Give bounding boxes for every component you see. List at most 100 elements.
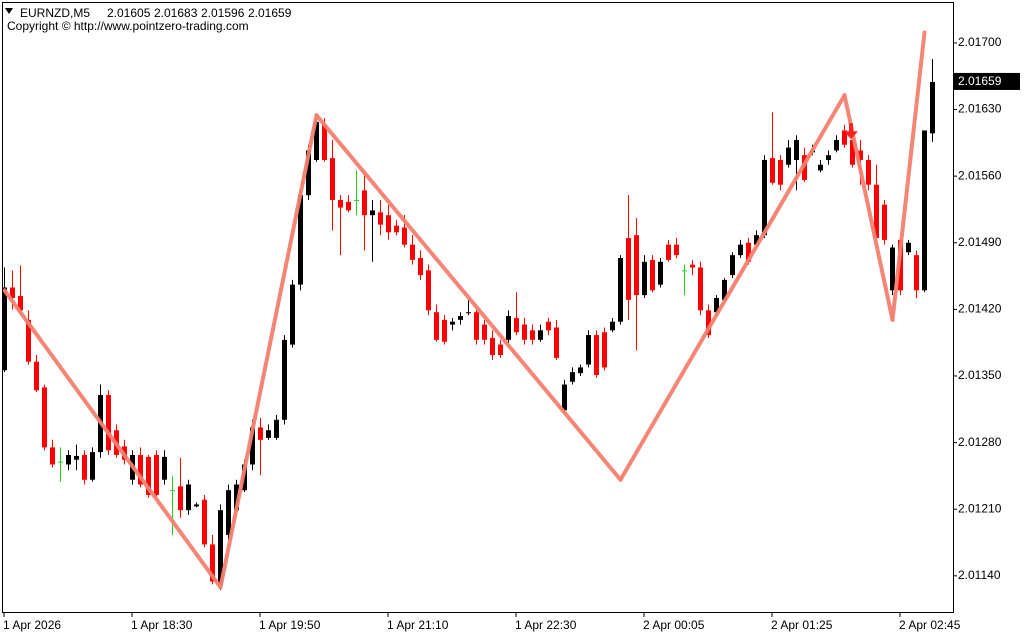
candle-body: [434, 312, 439, 340]
candle-body: [314, 121, 319, 160]
zigzag-leg: [890, 30, 927, 322]
candle-body: [626, 238, 631, 300]
candle-body: [602, 332, 607, 368]
candle-body: [458, 316, 463, 320]
candle-body: [522, 324, 527, 340]
candle-body: [410, 244, 415, 260]
candle-body: [34, 361, 39, 391]
candle-body: [634, 235, 639, 296]
candle-body: [194, 504, 199, 507]
candle-body: [202, 499, 207, 545]
candle-body: [170, 490, 175, 492]
candle-body: [706, 310, 711, 336]
candle-body: [530, 330, 535, 340]
candle-body: [386, 215, 391, 233]
candle-body: [650, 259, 655, 291]
candle-body: [498, 344, 503, 356]
candle-body: [690, 264, 695, 268]
candle-body: [546, 321, 551, 331]
candle-body: [610, 321, 615, 331]
candle-body: [42, 387, 47, 448]
zigzag-leg: [618, 93, 847, 482]
candle-body: [474, 312, 479, 340]
candle-body: [762, 159, 767, 236]
last-low: 2.01596: [201, 6, 245, 20]
candle-body: [578, 367, 583, 374]
candle-body: [594, 335, 599, 376]
candle-body: [298, 195, 303, 285]
candle-body: [418, 257, 423, 276]
candle-body: [834, 139, 839, 151]
candle-body: [914, 255, 919, 291]
y-tick-label: 2.01280: [958, 435, 1002, 449]
candle-body: [842, 130, 847, 145]
candle-body: [290, 284, 295, 345]
candle-body: [778, 159, 783, 185]
symbol-label: EURNZD,M5: [20, 6, 90, 20]
candle-body: [282, 339, 287, 420]
plot-marks: [2, 30, 935, 591]
candle-body: [922, 130, 927, 291]
zigzag-leg: [2, 288, 223, 590]
candle-body: [330, 158, 335, 200]
x-tick-label: 1 Apr 21:10: [387, 618, 449, 632]
candle-body: [2, 287, 7, 371]
candle-body: [770, 158, 775, 183]
y-tick-label: 2.01420: [958, 302, 1002, 316]
y-tick-label: 2.01630: [958, 102, 1002, 116]
candle-body: [82, 454, 87, 480]
last-close: 2.01659: [248, 6, 292, 20]
candle-body: [514, 317, 519, 333]
x-tick-label: 2 Apr 02:45: [899, 618, 961, 632]
candle-body: [90, 452, 95, 480]
candle-body: [266, 430, 271, 438]
candle-body: [306, 150, 311, 196]
y-tick-label: 2.01490: [958, 235, 1002, 249]
candle-body: [378, 212, 383, 225]
sell-arrow: [844, 123, 858, 140]
x-tick-label: 1 Apr 2026: [3, 618, 61, 632]
candle-body: [258, 427, 263, 440]
candle-body: [234, 484, 239, 511]
candle-body: [882, 204, 887, 240]
candle-body: [642, 261, 647, 296]
candle-body: [794, 139, 799, 160]
candle-body: [58, 461, 63, 463]
candle-body: [26, 319, 31, 362]
x-tick-label: 2 Apr 01:25: [771, 618, 833, 632]
last-high: 2.01683: [154, 6, 198, 20]
candle-body: [570, 372, 575, 382]
candle-body: [682, 270, 687, 272]
candle-body: [722, 279, 727, 300]
candle-body: [850, 139, 855, 165]
candle-body: [250, 427, 255, 465]
menu-triangle[interactable]: [5, 8, 13, 14]
candle-body: [818, 164, 823, 171]
candle-body: [746, 242, 751, 262]
candle-body: [482, 324, 487, 340]
candle-body: [874, 184, 879, 239]
y-tick-label: 2.01560: [958, 168, 1002, 182]
candle-body: [50, 447, 55, 465]
candle-body: [66, 454, 71, 465]
candle-body: [506, 316, 511, 340]
candle-body: [346, 201, 351, 211]
x-tick-label: 1 Apr 18:30: [131, 618, 193, 632]
candle-body: [450, 321, 455, 325]
candle-body: [106, 395, 111, 451]
candle-body: [826, 155, 831, 160]
candle-body: [754, 235, 759, 245]
candle-body: [658, 261, 663, 285]
candle-body: [394, 225, 399, 233]
candle-body: [714, 297, 719, 313]
candle-body: [274, 419, 279, 438]
candle-body: [730, 255, 735, 276]
y-tick-label: 2.01210: [958, 501, 1002, 515]
candle-body: [666, 244, 671, 260]
candle-body: [186, 484, 191, 511]
candle-body: [554, 327, 559, 358]
last-open: 2.01605: [107, 6, 151, 20]
x-tick-label: 1 Apr 19:50: [259, 618, 321, 632]
current-price-box: [954, 72, 1020, 90]
